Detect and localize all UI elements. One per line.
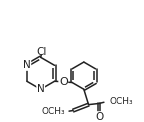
Text: N: N — [37, 84, 44, 94]
Text: O: O — [59, 77, 68, 87]
Text: OCH₃: OCH₃ — [41, 107, 65, 116]
Text: OCH₃: OCH₃ — [109, 97, 133, 106]
Text: N: N — [23, 60, 31, 70]
Text: Cl: Cl — [37, 47, 47, 57]
Text: O: O — [95, 112, 103, 122]
